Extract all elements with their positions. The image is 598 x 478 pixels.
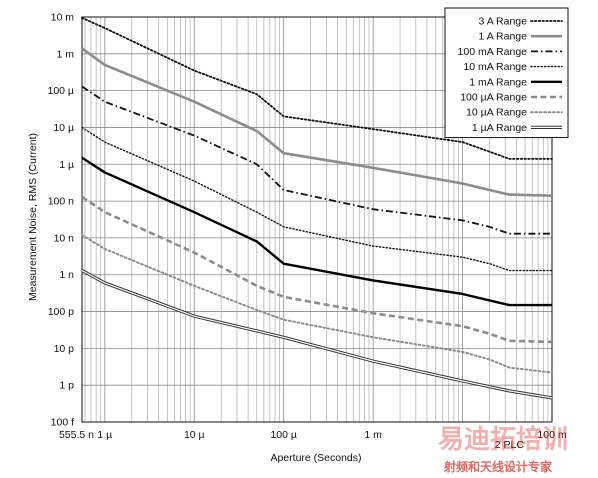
series-line-100-ma-range	[81, 85, 552, 235]
x-axis-title: Aperture (Seconds)	[270, 452, 361, 464]
series-line-10-ma-range	[81, 126, 553, 272]
y-tick-label: 1 p	[59, 380, 74, 392]
y-tick-label: 1 µ	[59, 159, 74, 171]
grid	[82, 16, 553, 423]
legend-label: 10 µA Range	[466, 107, 527, 119]
legend-label: 1 A Range	[479, 31, 528, 43]
legend-box	[444, 7, 569, 139]
series-line-10-ua-range	[81, 233, 553, 374]
x-tick-label: 555.5 n	[59, 429, 94, 441]
legend-label: 3 A Range	[479, 16, 528, 28]
series-line-3-a-range	[81, 16, 553, 160]
y-tick-labels: 10 m 1 m 100 µ 10 µ 1 µ 100 n 10 n 1 n 100 p 10 p…	[48, 12, 75, 429]
legend: 3 A Range 1 A Range 100 mA Range 10 mA Rang…	[444, 7, 569, 139]
y-tick-label: 100 p	[48, 306, 74, 318]
y-tick-label: 100 n	[48, 196, 74, 208]
y-tick-label: 10 m	[51, 12, 75, 24]
y-tick-label: 100 f	[51, 417, 74, 429]
watermark-large-text: 易迪拓培训	[438, 425, 568, 455]
series-line-100-ua-range	[81, 195, 553, 344]
x-tick-label: 10 µ	[184, 429, 205, 441]
legend-label: 1 µA Range	[472, 122, 527, 134]
y-tick-label: 10 n	[54, 232, 75, 244]
legend-label: 1 mA Range	[469, 76, 527, 88]
series-line-1-ua-range	[81, 269, 553, 400]
y-tick-label: 10 µ	[53, 122, 74, 134]
legend-label: 100 mA Range	[458, 46, 528, 58]
y-tick-label: 1 n	[59, 269, 74, 281]
series-line-1-a-range	[81, 47, 553, 198]
y-tick-label: 10 p	[54, 343, 75, 355]
x-tick-label: 2 PLC	[495, 439, 525, 451]
watermark-small-text: 射频和天线设计专家	[443, 459, 553, 474]
series-layer	[81, 16, 553, 400]
y-tick-label: 1 m	[56, 48, 74, 60]
plot-frame	[81, 16, 553, 423]
legend-label: 100 µA Range	[460, 92, 527, 104]
x-tick-label: 1 µ	[97, 429, 112, 441]
watermark: 易迪拓培训 射频和天线设计专家	[438, 425, 568, 474]
x-tick-label: 1 m	[364, 429, 382, 441]
series-line-1-ma-range	[81, 156, 552, 307]
series-line-1-ua-range-inner	[81, 270, 553, 399]
y-axis-title: Measurement Noise, RMS (Current)	[27, 133, 39, 301]
legend-label: 10 mA Range	[463, 61, 527, 73]
x-tick-label: 100 m	[537, 429, 566, 441]
y-tick-label: 100 µ	[48, 85, 75, 97]
x-tick-label: 100 µ	[270, 429, 297, 441]
